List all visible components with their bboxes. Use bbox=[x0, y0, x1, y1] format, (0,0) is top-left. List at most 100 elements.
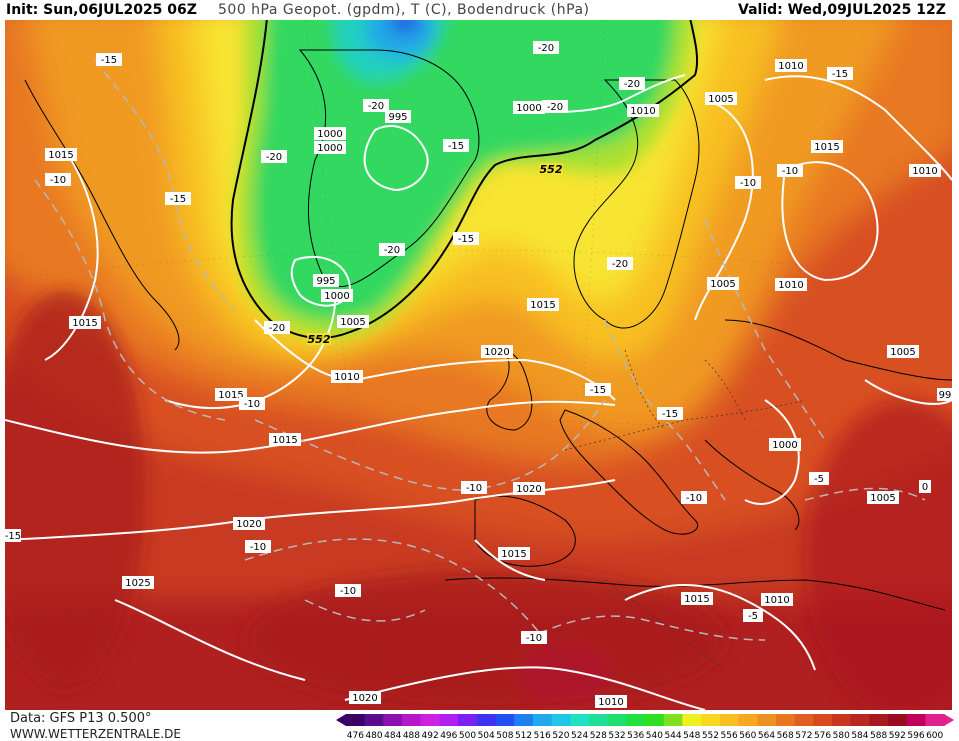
temp-label: -15 bbox=[657, 407, 683, 420]
colorbar-cell bbox=[476, 714, 496, 726]
colorbar-tick-label: 500 bbox=[459, 731, 476, 741]
temp-label: -20 bbox=[379, 243, 405, 256]
footer: Data: GFS P13 0.500° WWW.WETTERZENTRALE.… bbox=[0, 710, 959, 741]
field-cyan bbox=[365, 20, 435, 58]
svg-text:-15: -15 bbox=[170, 194, 186, 205]
temp-label: -10 bbox=[245, 540, 271, 553]
svg-text:552: 552 bbox=[308, 333, 331, 346]
colorbar-tick-label: 512 bbox=[515, 731, 532, 741]
colorbar-arrow-right bbox=[944, 714, 954, 726]
temp-label: -15 bbox=[585, 383, 611, 396]
svg-text:1015: 1015 bbox=[814, 142, 839, 153]
svg-text:1010: 1010 bbox=[764, 595, 789, 606]
colorbar-cell bbox=[532, 714, 553, 726]
pressure-label: 1015 bbox=[811, 140, 843, 153]
colorbar-tick-label: 580 bbox=[833, 731, 850, 741]
colorbar-cell bbox=[588, 714, 609, 726]
pressure-label: 1005 bbox=[867, 491, 899, 504]
svg-text:-5: -5 bbox=[814, 474, 824, 485]
svg-text:-10: -10 bbox=[782, 166, 798, 177]
temp-label: -20 bbox=[264, 321, 290, 334]
svg-text:-15: -15 bbox=[448, 141, 464, 152]
colorbar-cell bbox=[402, 714, 422, 726]
temp-label: -15 bbox=[96, 53, 122, 66]
pressure-label: 1010 bbox=[775, 59, 807, 72]
colorbar-cell bbox=[831, 714, 852, 726]
colorbar-tick-label: 492 bbox=[422, 731, 439, 741]
colorbar-cell bbox=[775, 714, 795, 726]
colorbar-tick-label: 588 bbox=[870, 731, 887, 741]
colorbar-tick-label: 536 bbox=[627, 731, 644, 741]
colorbar-cell bbox=[906, 714, 926, 726]
svg-text:1005: 1005 bbox=[710, 279, 735, 290]
color-legend: 476 480 484 488 492 496 500 504 508 512 516 520 524 5… bbox=[336, 714, 954, 741]
temp-label: -10 bbox=[239, 397, 265, 410]
svg-text:-15: -15 bbox=[590, 385, 606, 396]
svg-text:-20: -20 bbox=[368, 101, 384, 112]
field-deep-red-west bbox=[5, 290, 145, 690]
colorbar-cell bbox=[439, 714, 459, 726]
svg-text:1000: 1000 bbox=[317, 129, 342, 140]
svg-text:-20: -20 bbox=[538, 43, 554, 54]
svg-text:552: 552 bbox=[540, 163, 563, 176]
pressure-label: 995 bbox=[385, 110, 411, 123]
svg-text:1010: 1010 bbox=[912, 166, 937, 177]
svg-text:995: 995 bbox=[388, 112, 407, 123]
colorbar-cell bbox=[383, 714, 403, 726]
colorbar-cell bbox=[719, 714, 739, 726]
colorbar-tick-label: 480 bbox=[365, 731, 382, 741]
svg-text:1025: 1025 bbox=[125, 578, 150, 589]
svg-text:-15: -15 bbox=[101, 55, 117, 66]
svg-text:-10: -10 bbox=[50, 175, 66, 186]
temp-label: -15 bbox=[5, 529, 21, 542]
colorbar-cell bbox=[420, 714, 440, 726]
pressure-label: 1010 bbox=[761, 593, 793, 606]
temp-label: -15 bbox=[827, 67, 853, 80]
field-deep-red-south bbox=[245, 570, 725, 710]
svg-text:1000: 1000 bbox=[516, 103, 541, 114]
pressure-label: 1015 bbox=[681, 592, 713, 605]
pressure-label: 1005 bbox=[705, 92, 737, 105]
pressure-label: 1005 bbox=[337, 315, 369, 328]
colorbar-tick-label: 532 bbox=[608, 731, 625, 741]
svg-text:-15: -15 bbox=[832, 69, 848, 80]
temp-label: -10 bbox=[335, 584, 361, 597]
colorbar-cell bbox=[813, 714, 833, 726]
temperature-labels: -15 -10 -15 -20 -20 -15 -20 -20 -20 -20 … bbox=[5, 41, 931, 644]
colorbar-cell bbox=[757, 714, 777, 726]
colorbar-tick-label: 488 bbox=[403, 731, 420, 741]
pressure-label: 1015 bbox=[69, 316, 101, 329]
temp-label: -10 bbox=[777, 164, 803, 177]
colorbar-cell bbox=[738, 714, 758, 726]
svg-text:1015: 1015 bbox=[684, 594, 709, 605]
svg-text:1020: 1020 bbox=[484, 347, 509, 358]
colorbar-cell bbox=[701, 714, 721, 726]
website-credit: WWW.WETTERZENTRALE.DE bbox=[10, 727, 181, 741]
pressure-label: 1010 bbox=[775, 278, 807, 291]
svg-text:-10: -10 bbox=[340, 586, 356, 597]
colorbar-cell bbox=[551, 714, 571, 726]
colorbar-tick-label: 584 bbox=[851, 731, 868, 741]
colorbar-tick-label: 600 bbox=[926, 731, 943, 741]
pressure-label: 1015 bbox=[498, 547, 530, 560]
svg-text:-15: -15 bbox=[662, 409, 678, 420]
colorbar-tick-label: 560 bbox=[739, 731, 756, 741]
svg-text:1010: 1010 bbox=[630, 106, 655, 117]
colorbar-tick-label: 572 bbox=[795, 731, 812, 741]
svg-text:-10: -10 bbox=[526, 633, 542, 644]
svg-text:1000: 1000 bbox=[324, 291, 349, 302]
svg-text:0: 0 bbox=[922, 482, 928, 493]
pressure-label: 1000 bbox=[314, 127, 346, 140]
colorbar-tick-label: 564 bbox=[758, 731, 775, 741]
pressure-labels: 1015 1010 1015 1015 1015 1020 1025 1000 … bbox=[45, 59, 952, 708]
pressure-label: 1015 bbox=[269, 433, 301, 446]
svg-text:-20: -20 bbox=[624, 79, 640, 90]
colorbar-cell bbox=[346, 714, 366, 726]
pressure-label: 1000 bbox=[321, 289, 353, 302]
colorbar-cell bbox=[850, 714, 870, 726]
colorbar-tick-label: 524 bbox=[571, 731, 588, 741]
temp-label: -20 bbox=[619, 77, 645, 90]
colorbar-arrow-left bbox=[336, 714, 346, 726]
svg-text:1010: 1010 bbox=[334, 372, 359, 383]
colorbar-tick-label: 528 bbox=[590, 731, 607, 741]
